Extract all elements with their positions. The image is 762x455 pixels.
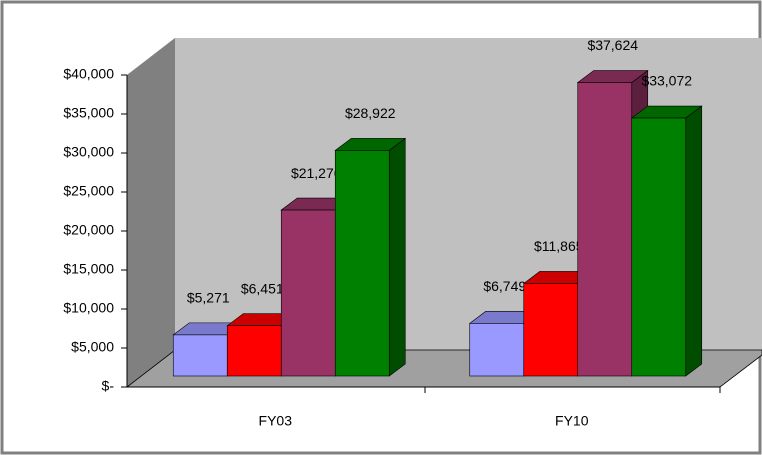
y-tick-label: $40,000 [63,66,114,82]
value-label: $33,072 [641,73,692,89]
bar-side [685,105,703,377]
bar [523,283,579,377]
bar [172,334,228,377]
value-label: $6,749 [483,278,526,294]
bar [334,150,390,377]
bar [280,209,336,377]
bar [226,325,282,377]
value-label: $11,865 [534,238,584,254]
y-tick-label: $5,000 [71,339,114,355]
y-tick-label: $25,000 [63,183,114,199]
bar [469,323,525,377]
value-label: $6,451 [241,280,284,296]
y-tick-label: $20,000 [63,222,114,238]
x-tick-label: FY03 [259,413,293,429]
x-tick-label: FY10 [555,413,589,429]
y-tick-label: $30,000 [63,144,114,160]
y-tick-label: $35,000 [63,105,114,121]
side-wall [127,38,175,387]
value-label: $28,922 [345,105,396,121]
y-tick-label: $- [102,378,115,394]
value-label: $21,276 [291,165,342,181]
y-tick-label: $15,000 [63,261,114,277]
value-label: $37,624 [587,37,638,53]
bar [577,82,633,377]
bar [631,117,687,377]
value-label: $5,271 [187,290,230,306]
bar-side [388,137,406,377]
y-tick-label: $10,000 [63,300,114,316]
